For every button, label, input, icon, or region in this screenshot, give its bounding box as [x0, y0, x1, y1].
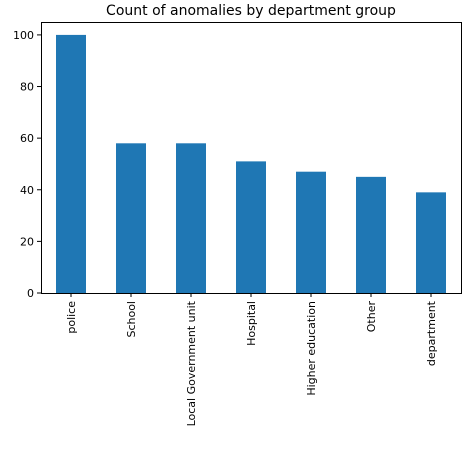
bar-school: [116, 143, 146, 293]
bar-police: [56, 34, 86, 294]
y-tick-label: 0: [27, 287, 34, 300]
bar-hospital: [236, 161, 266, 293]
bars-group: [56, 34, 446, 294]
x-tick-label: department: [425, 300, 438, 366]
bar-other: [356, 176, 386, 293]
y-tick-label: 40: [20, 184, 34, 197]
bar-higher-education: [296, 171, 326, 293]
x-tick-label: Other: [365, 301, 378, 333]
y-tick-label: 60: [20, 132, 34, 145]
plot-frame: [41, 22, 462, 294]
x-axis: police School Local Government unit Hospita…: [65, 293, 438, 426]
chart-title: Count of anomalies by department group: [106, 3, 396, 19]
y-tick-label: 20: [20, 235, 34, 248]
y-tick-label: 100: [13, 29, 34, 42]
bar-local-government-unit: [176, 143, 206, 293]
x-tick-label: School: [125, 301, 138, 338]
x-tick-label: police: [65, 301, 78, 334]
x-tick-label: Hospital: [245, 301, 258, 346]
y-tick-label: 80: [20, 81, 34, 94]
x-tick-label: Higher education: [305, 301, 318, 396]
bar-department: [416, 192, 446, 293]
y-axis: 0 20 40 60 80 100: [13, 29, 41, 300]
x-tick-label: Local Government unit: [185, 300, 198, 426]
